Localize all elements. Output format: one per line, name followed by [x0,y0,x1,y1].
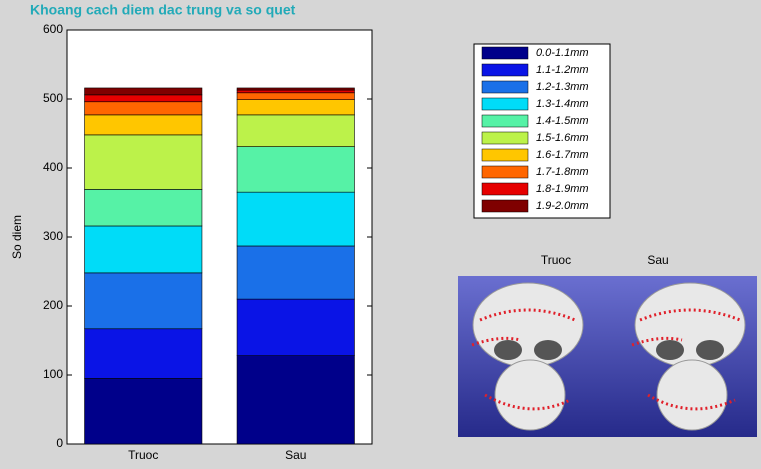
bar-segment [237,88,354,90]
legend-label: 1.3-1.4mm [536,98,589,110]
legend-label: 1.9-2.0mm [536,200,589,212]
chart: Khoang cach diem dac trung va so quet So… [0,0,761,464]
y-tick-label: 100 [43,367,63,381]
legend-label: 1.5-1.6mm [536,132,589,144]
legend-label: 1.1-1.2mm [536,64,589,76]
legend-label: 0.0-1.1mm [536,47,589,59]
y-tick-label: 500 [43,91,63,105]
legend-swatch [482,64,528,76]
y-tick-label: 200 [43,298,63,312]
legend-swatch [482,47,528,59]
y-tick-label: 600 [43,22,63,36]
legend-label: 1.7-1.8mm [536,166,589,178]
bar-segment [85,102,202,115]
bar-segment [237,192,354,246]
bar-segment [237,115,354,147]
legend-label: 1.4-1.5mm [536,115,589,127]
legend-swatch [482,166,528,178]
bar-segment [85,378,202,444]
legend-swatch [482,81,528,93]
y-axis-label: So diem [10,215,24,259]
legend-swatch [482,98,528,110]
legend-swatch [482,132,528,144]
bar-segment [85,135,202,190]
y-tick-label: 300 [43,229,63,243]
y-tick-label: 400 [43,160,63,174]
skull [635,283,745,367]
bar-segment [237,246,354,299]
bar-segment [85,95,202,102]
skull [473,283,583,367]
bar-segment [237,100,354,115]
bar-segment [237,90,354,93]
image-panel [458,276,757,437]
y-tick-label: 0 [56,436,63,450]
bar-segment [237,356,354,444]
bar-segment [237,93,354,100]
legend-label: 1.8-1.9mm [536,183,589,195]
bar-segment [85,115,202,135]
legend-label: 1.2-1.3mm [536,81,589,93]
bar-segment [85,329,202,379]
bar-segment [237,299,354,356]
panel-label: Sau [647,253,668,267]
legend-swatch [482,115,528,127]
legend-swatch [482,149,528,161]
jaw [657,360,727,430]
x-tick-label: Truoc [128,448,158,462]
chart-title: Khoang cach diem dac trung va so quet [30,2,296,18]
x-tick-label: Sau [285,448,306,462]
legend-label: 1.6-1.7mm [536,149,589,161]
page: Khoang cach diem dac trung va so quet So… [0,0,761,469]
bar-segment [85,189,202,226]
bar-segment [85,226,202,273]
bar-segment [85,273,202,329]
bar-segment [237,147,354,193]
legend-swatch [482,183,528,195]
jaw [495,360,565,430]
legend-swatch [482,200,528,212]
bar-segment [85,88,202,95]
panel-label: Truoc [541,253,571,267]
